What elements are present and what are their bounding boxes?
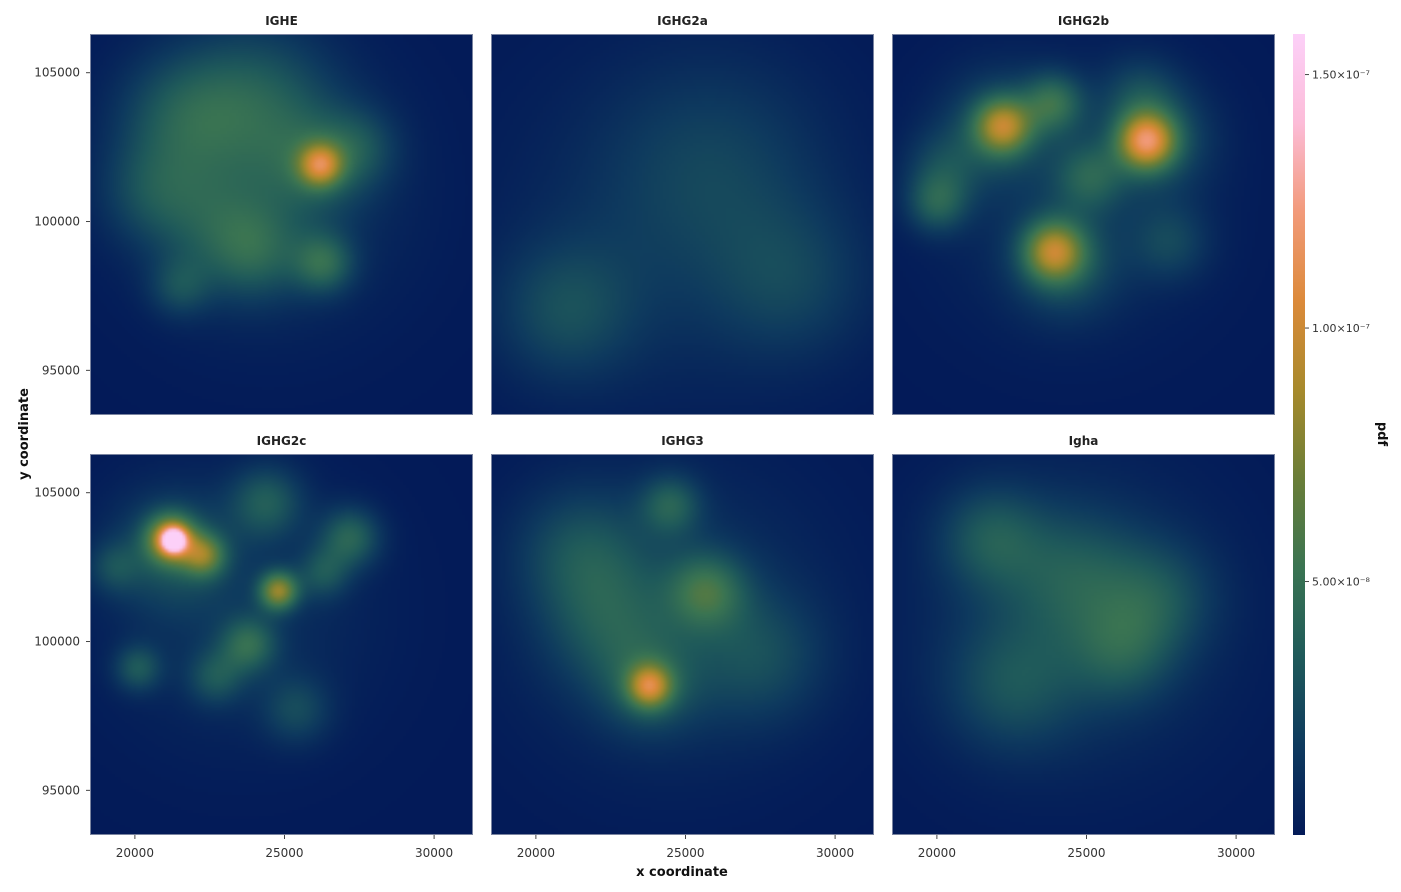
colorbar-gradient (1293, 34, 1305, 835)
y-tick-label: 100000 (34, 215, 80, 229)
panel-title: IGHG2c (257, 434, 307, 448)
panel-title: IGHG2b (1058, 14, 1110, 28)
y-tick-label: 95000 (42, 363, 80, 377)
x-tick-label: 25000 (265, 846, 303, 860)
x-tick-label: 30000 (415, 846, 453, 860)
colorbar-tick-label: 5.00×10⁻⁸ (1312, 576, 1371, 589)
density-heatmap (90, 454, 473, 835)
colorbar-label: pdf (1374, 422, 1389, 447)
y-tick-label: 100000 (34, 635, 80, 649)
density-heatmap (491, 454, 874, 835)
panel-frame (90, 34, 473, 415)
panel-title: IGHG2a (657, 14, 708, 28)
colorbar-tick-label: 1.50×10⁻⁷ (1312, 69, 1370, 82)
density-heatmap (892, 34, 1275, 415)
panels: IGHE 95000 100000 105000 IGHG2a IGHG2b IGHG2c 9… (34, 14, 1275, 860)
y-tick-label: 105000 (34, 66, 80, 80)
x-tick-label: 20000 (116, 846, 154, 860)
panel-frame (491, 454, 874, 835)
panel-frame (491, 34, 874, 415)
x-tick-label: 25000 (1067, 846, 1105, 860)
y-tick-label: 95000 (42, 783, 80, 797)
colorbar: 5.00×10⁻⁸ 1.00×10⁻⁷ 1.50×10⁻⁷ pdf (1293, 34, 1389, 835)
density-heatmap (491, 34, 874, 415)
x-axis-label: x coordinate (636, 865, 728, 880)
panel-ighg2a: IGHG2a (491, 14, 874, 415)
x-tick-label: 30000 (816, 846, 854, 860)
panel-title: Igha (1069, 434, 1099, 448)
x-tick-label: 20000 (517, 846, 555, 860)
panel-title: IGHE (265, 14, 298, 28)
density-heatmap (90, 34, 473, 415)
panel-frame (892, 454, 1275, 835)
y-tick-label: 105000 (34, 486, 80, 500)
panel-ighg2c: IGHG2c 95000 100000 105000 20000 25000 30000 (34, 434, 473, 860)
panel-igha: Igha 20000 25000 30000 (892, 434, 1275, 860)
panel-ighe: IGHE 95000 100000 105000 (34, 14, 473, 415)
x-tick-label: 30000 (1217, 846, 1255, 860)
density-heatmap (892, 454, 1275, 835)
panel-frame (892, 34, 1275, 415)
colorbar-tick-label: 1.00×10⁻⁷ (1312, 322, 1370, 335)
panel-ighg3: IGHG3 20000 25000 30000 (491, 434, 874, 860)
panel-ighg2b: IGHG2b (892, 14, 1275, 415)
x-tick-label: 20000 (918, 846, 956, 860)
panel-frame (90, 454, 473, 835)
x-tick-label: 25000 (666, 846, 704, 860)
y-axis-label: y coordinate (17, 388, 32, 480)
panel-title: IGHG3 (661, 434, 704, 448)
